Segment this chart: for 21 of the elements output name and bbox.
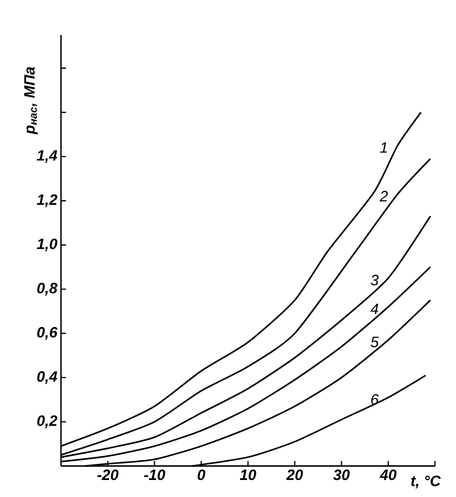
series-label: 4 — [370, 304, 378, 314]
x-tick-label: 0 — [198, 470, 206, 480]
y-tick-label: 0,8 — [37, 282, 58, 296]
x-tick-label: -10 — [144, 470, 166, 480]
x-tick-label: -20 — [97, 470, 118, 480]
y-tick-label: 0,4 — [37, 371, 58, 384]
y-tick-label: 1,0 — [36, 238, 58, 252]
x-tick-label: 10 — [240, 470, 256, 480]
series-label: 2 — [380, 190, 388, 202]
x-tick-label: 20 — [286, 470, 303, 480]
y-tick-label: 1,2 — [36, 194, 58, 208]
x-tick-label: 30 — [333, 470, 350, 480]
y-tick-label: 0,2 — [37, 415, 58, 428]
y-tick-label: 0,6 — [37, 326, 58, 340]
y-tick-label: 1,4 — [36, 150, 58, 163]
series-label: 3 — [370, 274, 379, 286]
y-axis-title: p$_{нас}$, МПа — [24, 66, 38, 134]
x-tick-label: 40 — [380, 470, 396, 480]
series-label: 1 — [380, 142, 387, 153]
x-axis-title: t, °C — [411, 476, 441, 488]
series-label: 5 — [370, 336, 379, 348]
